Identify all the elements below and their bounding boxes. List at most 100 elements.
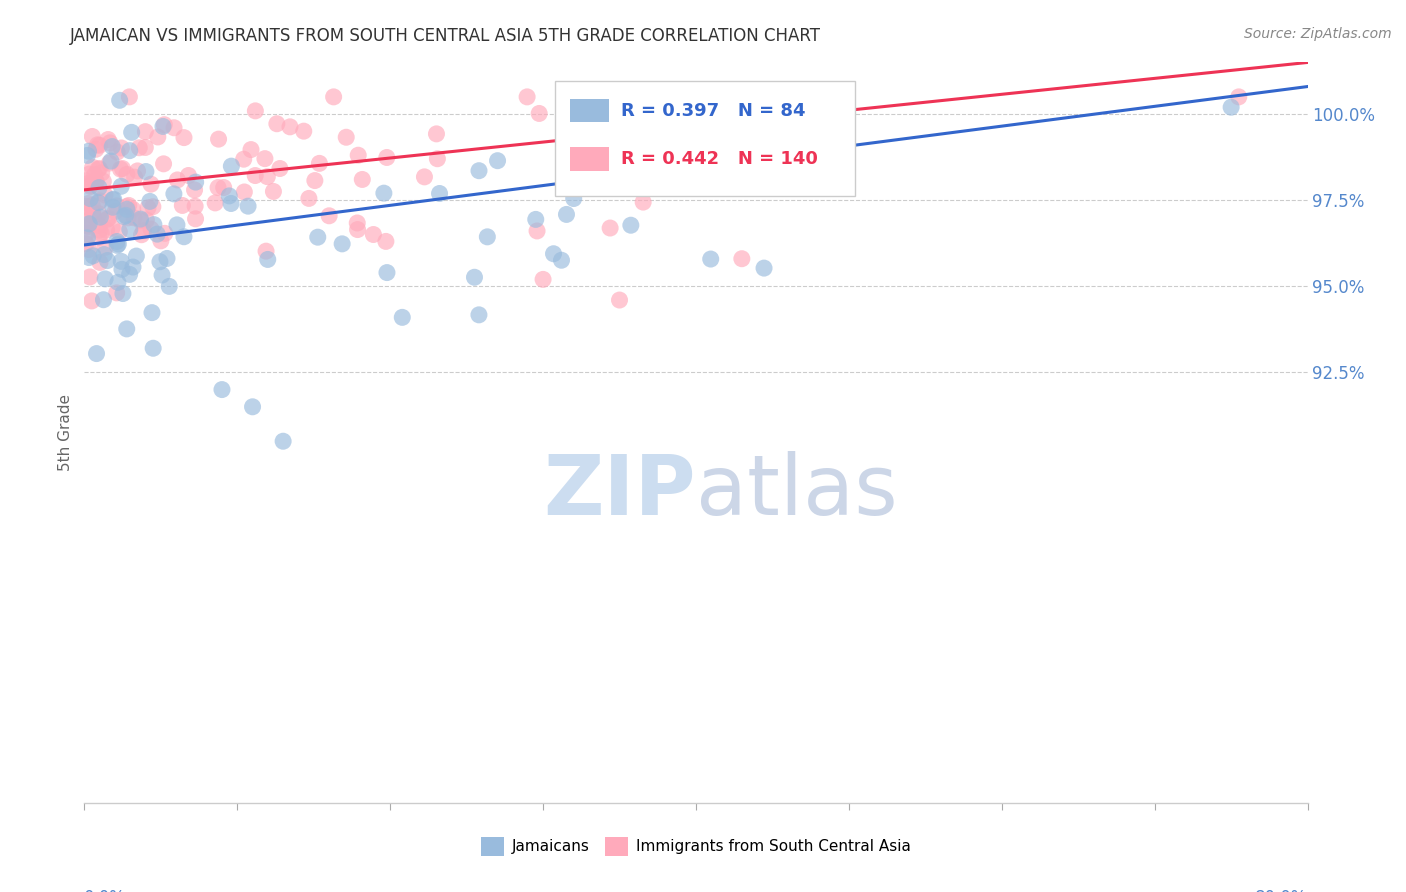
Point	[111, 286, 134, 301]
Point	[142, 341, 165, 355]
Point	[84, 142, 107, 156]
Point	[211, 383, 233, 397]
Point	[136, 201, 159, 215]
Point	[150, 268, 173, 282]
Point	[142, 200, 165, 214]
Point	[731, 252, 754, 266]
Point	[183, 183, 205, 197]
Point	[79, 192, 101, 206]
Point	[104, 204, 127, 219]
Point	[204, 195, 226, 210]
Point	[631, 195, 654, 210]
Point	[675, 115, 697, 129]
Point	[269, 161, 291, 176]
Point	[620, 218, 643, 232]
Point	[233, 185, 256, 199]
Text: R = 0.397   N = 84: R = 0.397 N = 84	[621, 102, 806, 120]
Bar	[569, 147, 609, 170]
Point	[105, 145, 128, 159]
Point	[679, 128, 702, 142]
Point	[76, 148, 98, 162]
Point	[84, 174, 107, 188]
Point	[626, 143, 648, 157]
Point	[135, 164, 157, 178]
Point	[139, 177, 162, 191]
Point	[163, 120, 186, 135]
Point	[87, 180, 110, 194]
Point	[486, 153, 509, 168]
Point	[141, 306, 163, 320]
Point	[149, 254, 172, 268]
Point	[98, 136, 121, 150]
Point	[524, 212, 547, 227]
Point	[271, 434, 294, 449]
Point	[110, 179, 132, 194]
Point	[107, 276, 129, 290]
Point	[101, 193, 124, 207]
Point	[108, 93, 131, 107]
Point	[172, 198, 194, 212]
Point	[173, 130, 195, 145]
Point	[105, 285, 128, 300]
Point	[75, 174, 97, 188]
Point	[219, 196, 242, 211]
Point	[516, 90, 538, 104]
Point	[184, 175, 207, 189]
Point	[112, 210, 135, 224]
Point	[1227, 90, 1250, 104]
Point	[103, 192, 125, 206]
Point	[173, 229, 195, 244]
Point	[149, 234, 172, 248]
Point	[177, 169, 200, 183]
Point	[347, 148, 370, 162]
Point	[298, 191, 321, 205]
Point	[468, 163, 491, 178]
Point	[93, 293, 115, 307]
Point	[184, 211, 207, 226]
Point	[375, 266, 398, 280]
Point	[413, 169, 436, 184]
Point	[82, 198, 104, 212]
Point	[468, 308, 491, 322]
Point	[346, 222, 368, 236]
Point	[699, 252, 721, 266]
Point	[86, 346, 108, 360]
Point	[111, 161, 134, 176]
Point	[304, 173, 326, 187]
Point	[253, 152, 276, 166]
Point	[111, 262, 134, 277]
Point	[156, 252, 179, 266]
Point	[218, 189, 240, 203]
Point	[114, 208, 136, 222]
Point	[90, 226, 112, 240]
Point	[374, 235, 396, 249]
Point	[363, 227, 385, 242]
Point	[77, 243, 100, 257]
Point	[82, 206, 104, 220]
Point	[79, 179, 101, 194]
Point	[94, 188, 117, 202]
Point	[82, 208, 104, 222]
Point	[107, 237, 129, 252]
Legend: Jamaicans, Immigrants from South Central Asia: Jamaicans, Immigrants from South Central…	[475, 831, 917, 862]
Point	[76, 219, 98, 233]
Point	[86, 137, 108, 152]
Point	[82, 161, 104, 175]
Point	[146, 227, 169, 241]
Point	[89, 255, 111, 269]
Point	[87, 162, 110, 177]
Point	[236, 199, 259, 213]
Point	[122, 211, 145, 225]
Point	[89, 138, 111, 153]
Point	[527, 106, 550, 120]
Point	[373, 186, 395, 201]
Point	[531, 272, 554, 286]
Point	[101, 200, 124, 214]
Point	[242, 400, 264, 414]
Point	[98, 156, 121, 170]
Point	[82, 249, 104, 263]
Point	[256, 252, 278, 267]
Point	[346, 216, 368, 230]
Point	[105, 238, 128, 252]
Point	[76, 231, 98, 245]
